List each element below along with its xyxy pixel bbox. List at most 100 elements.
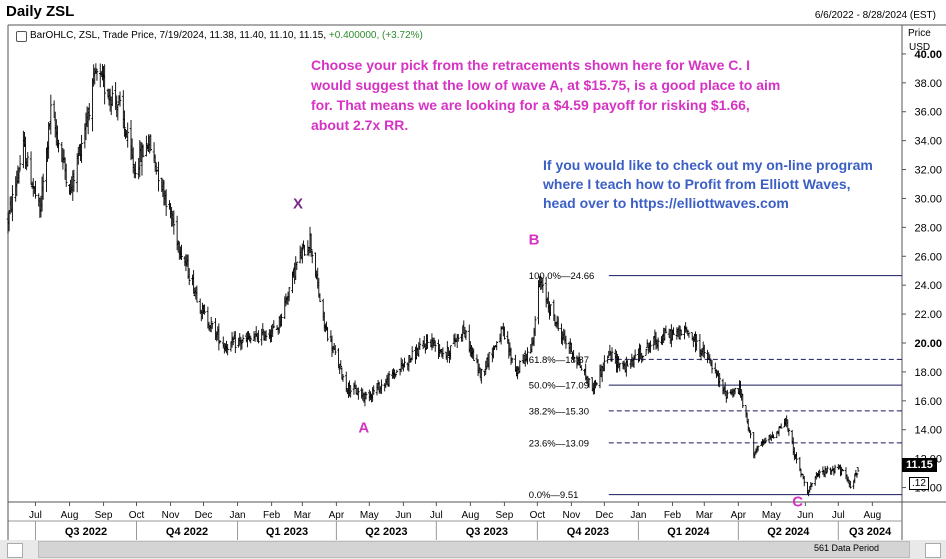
- month-tick-label: Jan: [630, 510, 646, 521]
- fibonacci-retracement: 100.0%—24.66 61.8%—18.87 50.0%—17.09 38.2%—…: [529, 271, 902, 501]
- ohlc-bar: [541, 278, 545, 294]
- ohlc-bar: [126, 122, 130, 148]
- series-settings-icon[interactable]: [16, 31, 27, 42]
- ohlc-bar: [633, 349, 637, 360]
- ohlc-bar: [710, 360, 714, 374]
- ohlc-bar: [587, 378, 591, 388]
- ohlc-bar: [726, 389, 729, 399]
- ohlc-bar: [787, 428, 791, 436]
- ohlc-bar: [603, 355, 606, 372]
- ohlc-bar: [833, 464, 837, 474]
- ohlc-bar: [664, 325, 668, 334]
- ohlc-bar: [533, 316, 537, 336]
- ohlc-bar: [34, 180, 37, 199]
- price-bars: [6, 63, 860, 497]
- ohlc-bar: [549, 304, 552, 316]
- month-tick-label: Aug: [863, 510, 881, 521]
- quarter-label: Q4 2022: [166, 526, 208, 538]
- scroll-right-button[interactable]: [925, 543, 941, 558]
- ohlc-bar: [749, 430, 752, 439]
- ohlc-bar: [856, 467, 860, 472]
- ohlc-bar: [779, 423, 783, 429]
- month-tick-label: Oct: [129, 510, 145, 521]
- price-tick-label: 18.00: [914, 367, 942, 379]
- ohlc-bar: [756, 445, 760, 452]
- scroll-left-button[interactable]: [7, 543, 23, 558]
- ohlc-bar: [57, 139, 60, 153]
- month-tick-label: May: [762, 510, 781, 521]
- ohlc-bar: [610, 347, 614, 362]
- ohlc-bar: [145, 135, 148, 157]
- ohlc-bar: [41, 173, 45, 200]
- price-tick-label: 30.00: [914, 193, 942, 205]
- price-tick-label: 26.00: [914, 251, 942, 263]
- ohlc-bar: [564, 335, 568, 349]
- price-tick-label: 34.00: [914, 136, 942, 148]
- ohlc-bar: [503, 326, 506, 340]
- ohlc-bar: [426, 334, 429, 349]
- wave-labels: X A B C: [293, 196, 803, 511]
- ohlc-bar: [380, 379, 383, 394]
- time-axis: Jul Aug Sep Oct Nov Dec Jan Feb Mar Apr May Jun Jul A…: [29, 502, 892, 540]
- ohlc-bar: [480, 368, 483, 384]
- ohlc-bar: [733, 387, 737, 395]
- ohlc-bar: [836, 464, 840, 470]
- ohlc-bar: [309, 233, 313, 257]
- ohlc-bar: [810, 482, 814, 488]
- ohlc-bar: [209, 316, 213, 333]
- ohlc-bar: [518, 360, 522, 373]
- month-tick-label: Sep: [95, 510, 113, 521]
- fib-label: 100.0%—24.66: [529, 271, 595, 282]
- fib-label: 61.8%—18.87: [529, 355, 589, 366]
- ohlc-bar: [210, 322, 214, 329]
- quarter-label: Q3 2023: [466, 526, 508, 538]
- ohlc-bar: [149, 134, 153, 152]
- ohlc-bar: [49, 94, 53, 135]
- quarter-label: Q2 2024: [767, 526, 810, 538]
- promo-comment: If you would like to check out my on-lin…: [543, 157, 873, 211]
- ohlc-bar: [231, 336, 235, 346]
- price-delta-badge: .12: [909, 477, 929, 490]
- wave-label-b: B: [529, 232, 540, 249]
- ohlc-bar: [556, 316, 560, 331]
- ohlc-bar: [403, 357, 406, 368]
- ohlc-bar: [287, 287, 291, 302]
- ohlc-bar: [172, 210, 176, 235]
- ohlc-bar: [339, 360, 343, 370]
- ohlc-bar: [823, 465, 827, 478]
- ohlc-bar: [141, 144, 145, 158]
- ohlc-bar: [695, 334, 698, 351]
- month-tick-label: Dec: [595, 510, 613, 521]
- ohlc-bar: [349, 385, 352, 398]
- ohlc-bar: [595, 382, 598, 386]
- ohlc-bar: [95, 68, 99, 81]
- ohlc-bar: [798, 457, 802, 472]
- price-tick-label: 38.00: [914, 78, 942, 90]
- ohlc-bar: [26, 152, 30, 167]
- wave-label-a: A: [358, 420, 369, 437]
- price-tick-label: 24.00: [914, 280, 942, 292]
- ohlc-bar: [272, 320, 276, 328]
- ohlc-bar: [64, 163, 68, 187]
- scrollbar-thumb[interactable]: [38, 541, 910, 558]
- month-tick-label: Mar: [294, 510, 312, 521]
- month-tick-label: Nov: [162, 510, 180, 521]
- ohlc-bar: [580, 365, 583, 371]
- ohlc-bar: [257, 330, 260, 344]
- ohlc-bar: [87, 103, 91, 121]
- month-tick-label: Feb: [263, 510, 281, 521]
- fib-label: 23.6%—13.09: [529, 438, 589, 449]
- ohlc-bar: [226, 343, 229, 356]
- ohlc-bar: [464, 329, 468, 340]
- month-tick-label: Dec: [195, 510, 213, 521]
- ohlc-bar: [572, 350, 575, 363]
- ohlc-bar: [241, 334, 245, 342]
- ohlc-bar: [261, 323, 265, 336]
- ohlc-bar: [487, 352, 491, 371]
- price-tick-label: 36.00: [914, 107, 942, 119]
- ohlc-bar: [80, 134, 83, 163]
- quarter-label: Q1 2023: [266, 526, 308, 538]
- month-tick-label: Apr: [329, 510, 345, 521]
- ohlc-bar: [741, 393, 745, 409]
- price-tick-label: 40.00: [914, 49, 942, 61]
